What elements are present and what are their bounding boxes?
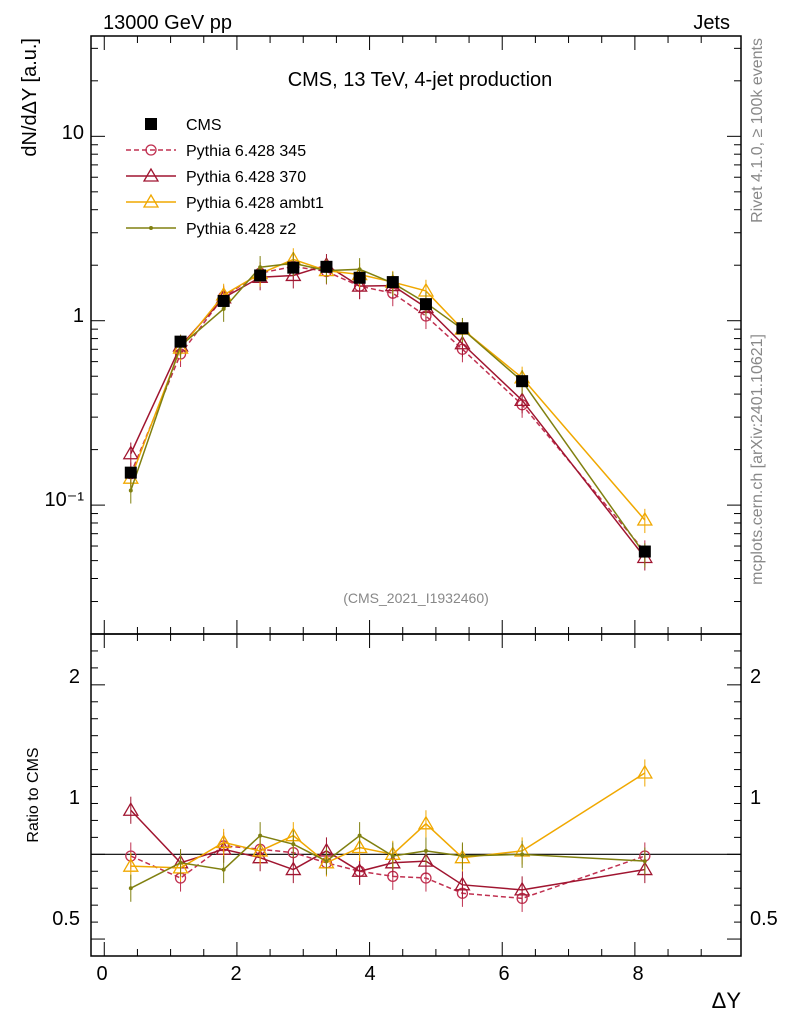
data-point bbox=[513, 392, 531, 406]
data-point bbox=[351, 277, 368, 292]
legend-label-cms: CMS bbox=[186, 117, 222, 134]
legend-marker bbox=[149, 226, 153, 230]
ratio-tick-label-right-1: 1 bbox=[750, 787, 761, 809]
ratio-point bbox=[423, 848, 428, 853]
ratio-point bbox=[178, 860, 183, 865]
x-tick-label-2: 2 bbox=[230, 963, 241, 985]
data-point bbox=[128, 488, 133, 493]
x-tick-label-6: 6 bbox=[498, 963, 509, 985]
ratio-tick-label-1: 1 bbox=[69, 787, 80, 809]
ratio-tick-label-0.5: 0.5 bbox=[52, 908, 80, 930]
y-axis-label: dN/dΔY [a.u.] bbox=[19, 38, 41, 157]
series-line bbox=[130, 265, 646, 553]
cms-data-point bbox=[456, 322, 469, 335]
data-point bbox=[122, 445, 139, 460]
ratio-point bbox=[636, 764, 653, 779]
legend-markers bbox=[126, 118, 176, 230]
ratio-point bbox=[417, 815, 435, 830]
ratio-point bbox=[351, 862, 368, 877]
data-series bbox=[122, 248, 653, 912]
ratio-point bbox=[221, 867, 226, 872]
series-line bbox=[130, 262, 646, 555]
ratio-point bbox=[215, 834, 232, 849]
legend-marker bbox=[142, 167, 160, 182]
ratio-point bbox=[122, 857, 139, 872]
series-line bbox=[130, 258, 646, 521]
ratio-point bbox=[460, 854, 465, 859]
ratio-point bbox=[324, 859, 329, 864]
legend-label-345: Pythia 6.428 345 bbox=[186, 143, 306, 160]
legend-label-370: Pythia 6.428 370 bbox=[186, 169, 306, 186]
data-point bbox=[357, 267, 362, 272]
cms-data-point bbox=[320, 260, 333, 273]
data-point bbox=[636, 511, 653, 526]
mcplots-credit: mcplots.cern.ch [arXiv:2401.10621] bbox=[749, 334, 766, 585]
cms-data-point bbox=[287, 261, 300, 274]
cms-data-point bbox=[217, 294, 230, 307]
y-tick-label-1: 1 bbox=[73, 305, 84, 327]
ratio-line bbox=[130, 834, 645, 889]
cms-data-point bbox=[254, 269, 267, 282]
header-energy: 13000 GeV pp bbox=[103, 12, 232, 34]
header-category: Jets bbox=[693, 12, 730, 34]
data-point bbox=[258, 265, 263, 270]
series-ambt1 bbox=[122, 248, 653, 882]
ratio-point bbox=[390, 854, 395, 859]
y-tick-label-10: 10 bbox=[62, 122, 84, 144]
ratio-tick-label-right-2: 2 bbox=[750, 666, 761, 688]
ratio-tick-label-2: 2 bbox=[69, 666, 80, 688]
data-point bbox=[285, 267, 302, 282]
cms-data-point bbox=[124, 466, 137, 479]
axis-ticks bbox=[91, 36, 741, 957]
legend-marker bbox=[142, 193, 160, 208]
ratio-point bbox=[642, 859, 647, 864]
ratio-y-axis-label: Ratio to CMS bbox=[25, 747, 42, 842]
analysis-id: (CMS_2021_I1932460) bbox=[343, 590, 489, 606]
legend-marker bbox=[145, 144, 157, 156]
series-370 bbox=[122, 254, 653, 904]
ratio-point bbox=[258, 833, 263, 838]
cms-data-point bbox=[516, 375, 529, 388]
ratio-point bbox=[454, 876, 471, 891]
x-tick-label-4: 4 bbox=[364, 963, 375, 985]
series-line bbox=[130, 264, 646, 558]
series-345 bbox=[125, 255, 651, 912]
legend-marker-cms bbox=[145, 118, 157, 130]
ratio-point bbox=[520, 852, 525, 857]
x-axis-label: ΔY bbox=[712, 988, 742, 1013]
legend-label-ambt1: Pythia 6.428 ambt1 bbox=[186, 195, 324, 212]
legend: CMS Pythia 6.428 345 Pythia 6.428 370 Py… bbox=[186, 117, 324, 238]
ratio-point bbox=[513, 881, 531, 896]
cms-data-point bbox=[386, 276, 399, 289]
ratio-point bbox=[128, 886, 133, 891]
cms-data-point bbox=[638, 545, 651, 558]
cms-data-point bbox=[174, 335, 187, 348]
x-tick-label-0: 0 bbox=[96, 963, 107, 985]
x-tick-label-8: 8 bbox=[632, 963, 643, 985]
ratio-point bbox=[285, 861, 302, 876]
ratio-point bbox=[122, 801, 139, 816]
ratio-point bbox=[417, 852, 435, 867]
ratio-point bbox=[357, 833, 362, 838]
y-tick-label-0.1: 10⁻¹ bbox=[45, 489, 85, 511]
ratio-tick-label-right-0.5: 0.5 bbox=[750, 908, 778, 930]
series-cms bbox=[124, 260, 651, 558]
cms-data-point bbox=[419, 298, 432, 311]
plot-title: CMS, 13 TeV, 4-jet production bbox=[288, 69, 553, 91]
cms-data-point bbox=[353, 271, 366, 284]
ratio-line bbox=[130, 809, 645, 891]
rivet-version: Rivet 4.1.0, ≥ 100k events bbox=[749, 38, 766, 223]
ratio-plot-frame bbox=[90, 633, 742, 957]
series-z2 bbox=[128, 252, 647, 902]
ratio-point bbox=[351, 839, 368, 854]
ratio-point bbox=[291, 842, 296, 847]
ratio-point bbox=[252, 842, 269, 857]
data-point bbox=[454, 335, 471, 350]
data-point bbox=[221, 306, 226, 311]
legend-label-z2: Pythia 6.428 z2 bbox=[186, 221, 296, 238]
